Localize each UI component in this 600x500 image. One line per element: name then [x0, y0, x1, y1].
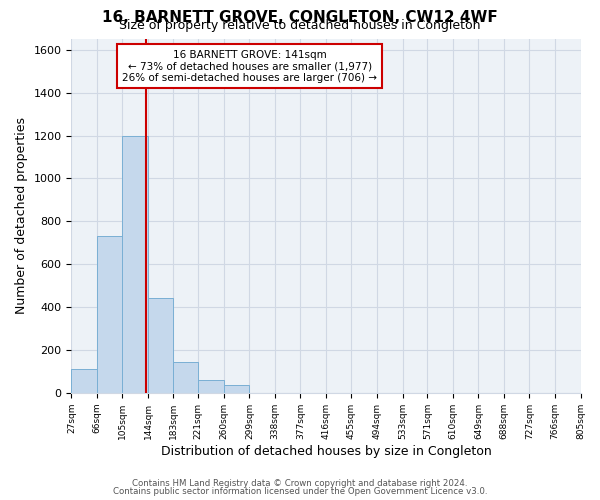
Text: Contains HM Land Registry data © Crown copyright and database right 2024.: Contains HM Land Registry data © Crown c…: [132, 478, 468, 488]
Y-axis label: Number of detached properties: Number of detached properties: [15, 118, 28, 314]
Text: Contains public sector information licensed under the Open Government Licence v3: Contains public sector information licen…: [113, 487, 487, 496]
Text: Size of property relative to detached houses in Congleton: Size of property relative to detached ho…: [119, 19, 481, 32]
Text: 16 BARNETT GROVE: 141sqm
← 73% of detached houses are smaller (1,977)
26% of sem: 16 BARNETT GROVE: 141sqm ← 73% of detach…: [122, 50, 377, 83]
Text: 16, BARNETT GROVE, CONGLETON, CW12 4WF: 16, BARNETT GROVE, CONGLETON, CW12 4WF: [102, 10, 498, 25]
X-axis label: Distribution of detached houses by size in Congleton: Distribution of detached houses by size …: [161, 444, 491, 458]
